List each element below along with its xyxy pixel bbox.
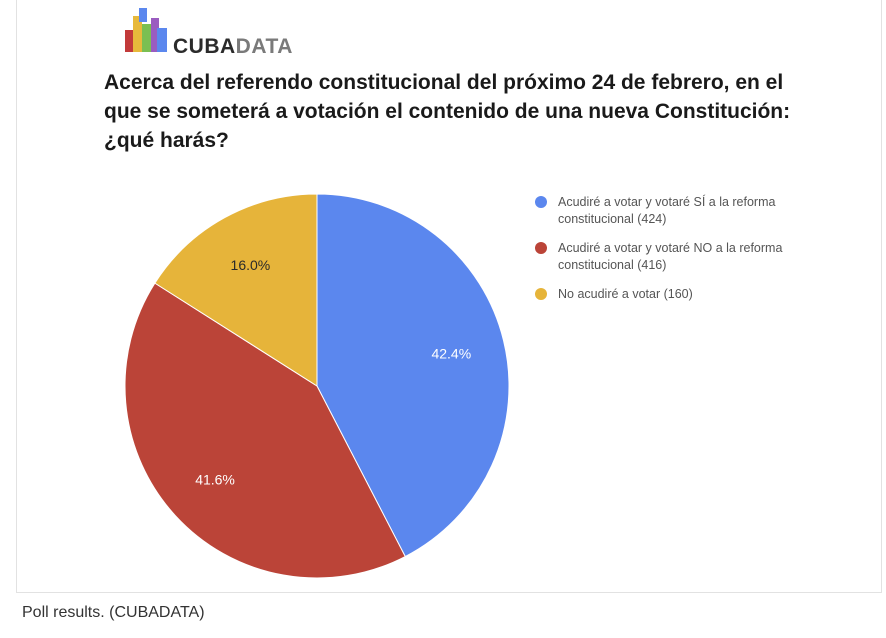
pie-slice-si bbox=[316, 193, 510, 558]
pie-slice-no-votar bbox=[154, 193, 318, 387]
slice-label-no-votar: 16.0% bbox=[231, 257, 271, 273]
logo-text-cuba: CUBA bbox=[173, 35, 236, 58]
slice-label-no: 41.6% bbox=[195, 471, 235, 487]
legend-label-no: Acudiré a votar y votaré NO a la reforma… bbox=[558, 241, 783, 272]
legend-dot-no bbox=[535, 242, 547, 254]
chart-title: Acerca del referendo constitucional del … bbox=[104, 71, 791, 152]
legend-item-si: Acudiré a votar y votaré SÍ a la reforma… bbox=[534, 194, 794, 228]
legend-item-no-votar: No acudiré a votar (160) bbox=[534, 286, 794, 303]
cubadata-logo: CUBADATA bbox=[123, 6, 303, 59]
logo-blocks-icon bbox=[125, 8, 167, 52]
pie-slice-no bbox=[124, 282, 406, 579]
logo-wordmark: CUBADATA bbox=[173, 35, 293, 59]
slice-label-si: 42.4% bbox=[431, 345, 471, 361]
legend-label-si: Acudiré a votar y votaré SÍ a la reforma… bbox=[558, 195, 776, 226]
legend-item-no: Acudiré a votar y votaré NO a la reforma… bbox=[534, 240, 794, 274]
legend-dot-no-votar bbox=[535, 288, 547, 300]
legend-label-no-votar: No acudiré a votar (160) bbox=[558, 287, 693, 301]
legend-dot-si bbox=[535, 196, 547, 208]
logo-text-data: DATA bbox=[235, 35, 293, 58]
figure-caption: Poll results. (CUBADATA) bbox=[22, 604, 205, 621]
chart-legend: Acudiré a votar y votaré SÍ a la reforma… bbox=[534, 194, 794, 315]
